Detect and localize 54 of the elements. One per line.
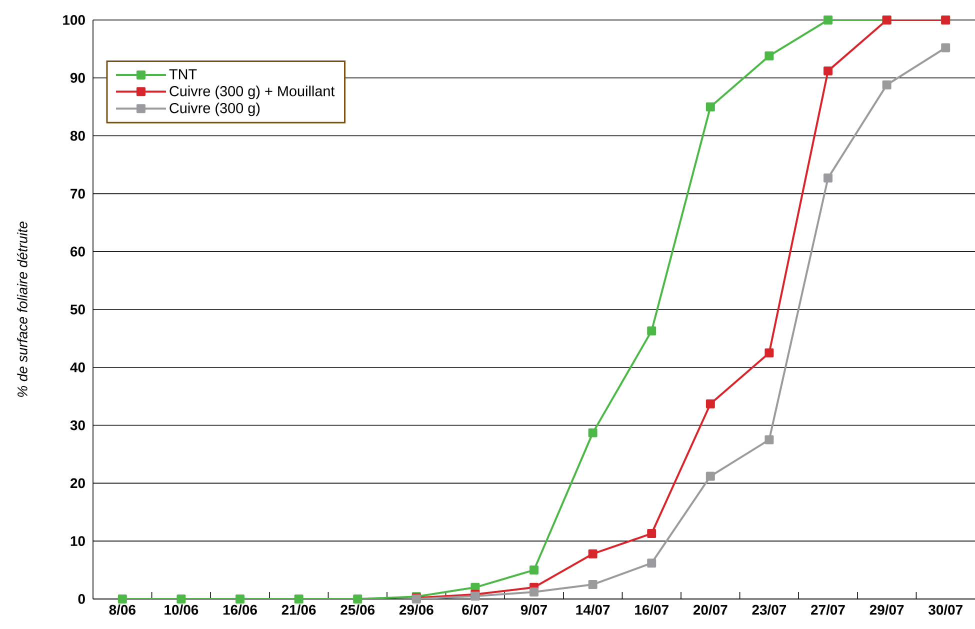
point xyxy=(706,102,715,112)
point xyxy=(294,594,304,604)
x-tick-label: 21/06 xyxy=(282,604,316,615)
x-tick-label: 29/06 xyxy=(399,604,434,615)
point xyxy=(176,594,186,604)
point xyxy=(941,43,950,52)
x-tick-label: 27/07 xyxy=(811,604,845,615)
point xyxy=(647,529,656,538)
x-tick-label: 16/07 xyxy=(635,604,668,615)
y-tick-label: 90 xyxy=(70,72,85,83)
y-tick-label: 0 xyxy=(78,594,85,604)
x-tick-label: 20/07 xyxy=(693,604,728,615)
point xyxy=(530,588,539,597)
x-tick-label: 6/07 xyxy=(462,604,488,615)
x-tick-label: 16/06 xyxy=(223,604,257,615)
point xyxy=(706,472,715,481)
legend-label: TNT xyxy=(169,69,197,80)
x-tick-label: 25/06 xyxy=(340,604,375,615)
point xyxy=(764,348,774,358)
x-tick-label: 10/06 xyxy=(164,604,198,615)
legend-label: Cuivre (300 g) + Mouillant xyxy=(170,86,335,100)
point xyxy=(824,174,833,183)
x-tick-label: 9/07 xyxy=(520,604,547,615)
point xyxy=(588,580,598,590)
y-tick-label: 10 xyxy=(70,536,85,546)
x-tick-label: 30/07 xyxy=(928,604,962,615)
point xyxy=(647,326,656,336)
point xyxy=(118,594,127,604)
point xyxy=(353,594,362,604)
x-tick-label: 14/07 xyxy=(576,604,610,615)
y-tick-label: 50 xyxy=(70,304,85,314)
y-tick-label: 100 xyxy=(63,15,85,25)
legend-label: Cuivre (300 g) xyxy=(170,102,260,116)
y-tick-label: 60 xyxy=(70,246,85,257)
y-tick-label: 20 xyxy=(70,478,85,488)
y-axis-title: % de surface foliaire détruite xyxy=(16,222,28,397)
point xyxy=(882,80,892,90)
x-tick-label: 8/06 xyxy=(109,604,136,615)
point xyxy=(706,399,715,408)
point xyxy=(824,15,833,24)
point xyxy=(236,594,245,604)
point xyxy=(588,549,598,558)
point xyxy=(647,558,656,568)
point xyxy=(764,51,774,60)
point xyxy=(764,435,774,444)
point xyxy=(588,428,598,438)
x-tick-label: 23/07 xyxy=(752,604,786,615)
y-tick-label: 70 xyxy=(70,188,85,199)
x-tick-label: 29/07 xyxy=(870,604,904,615)
y-tick-label: 30 xyxy=(70,420,85,430)
point xyxy=(530,566,539,575)
y-tick-label: 80 xyxy=(70,130,85,141)
y-tick-label: 40 xyxy=(70,362,85,372)
point xyxy=(824,66,833,76)
